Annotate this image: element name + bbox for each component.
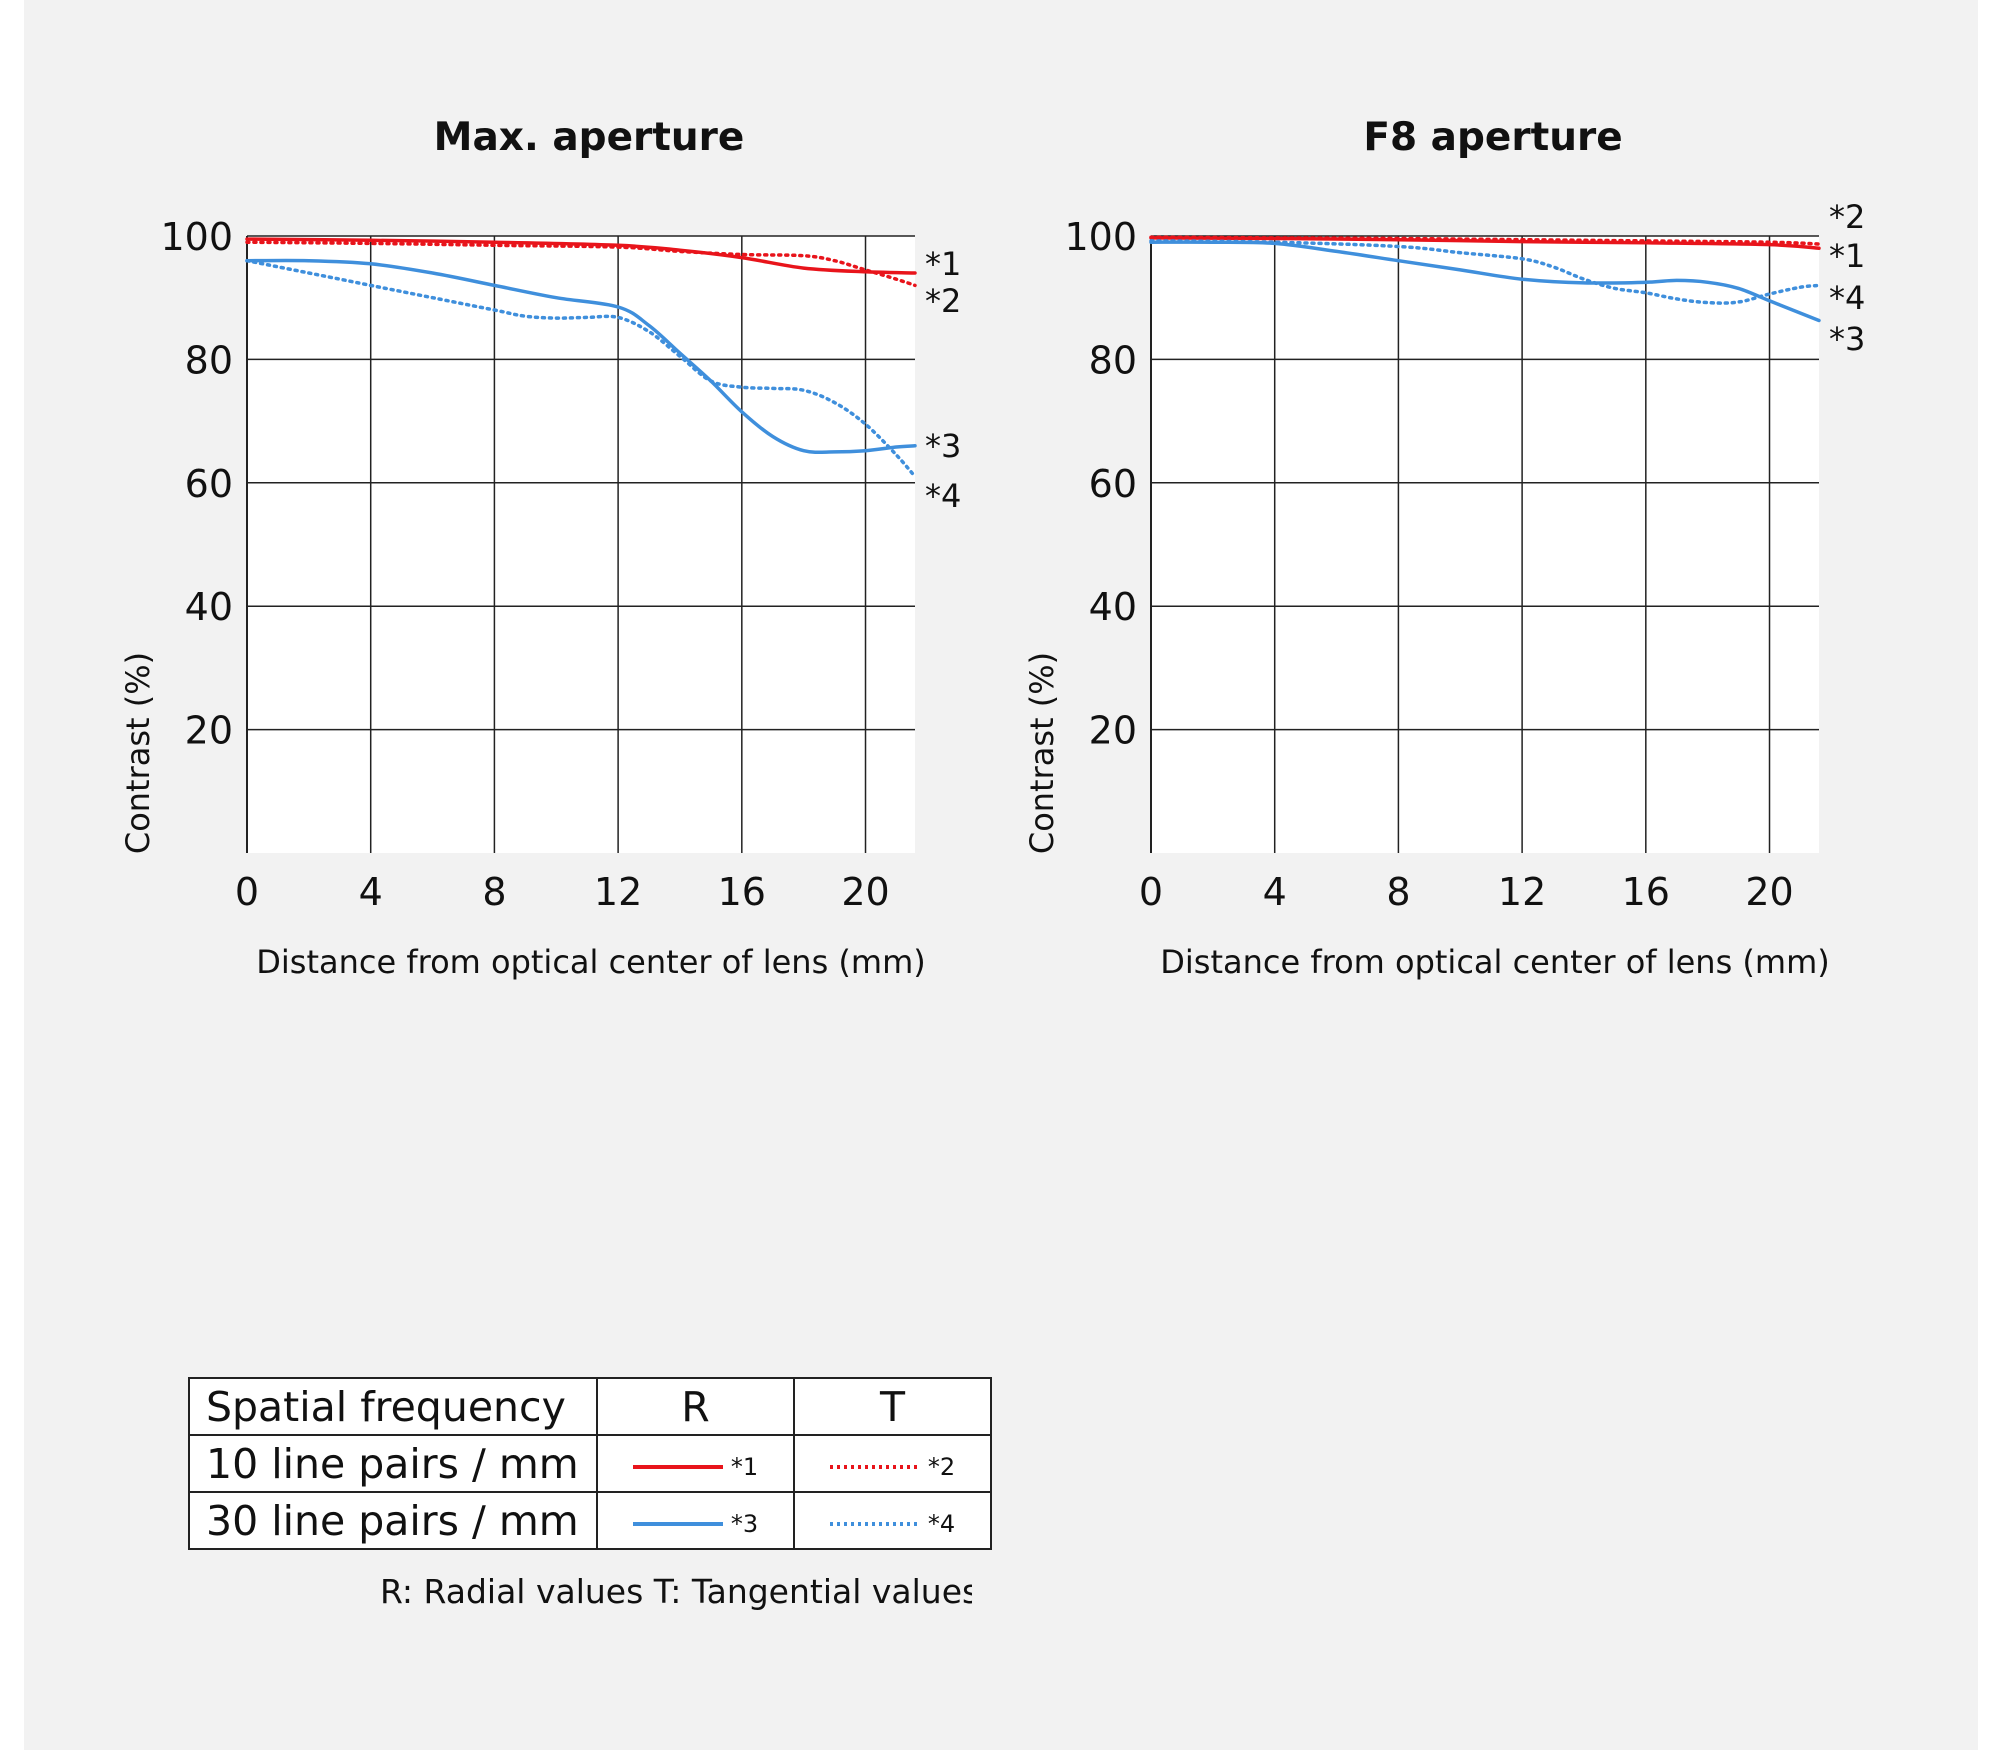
x-tick-label: 16 — [1622, 870, 1670, 914]
series-end-label: *1 — [1829, 237, 1865, 275]
legend-swatch-cell: *1 — [596, 1434, 795, 1493]
legend-swatch-ref: *4 — [927, 1509, 956, 1538]
chart-title: Max. aperture — [434, 115, 745, 160]
legend-table: Spatial frequency R T 10 line pairs / mm… — [188, 1377, 992, 1550]
y-tick-label: 60 — [1089, 462, 1137, 506]
y-tick-label: 80 — [185, 338, 233, 382]
y-tick-label: 80 — [1089, 338, 1137, 382]
legend-header-r: R — [596, 1377, 795, 1436]
y-axis-label: Contrast (%) — [1023, 652, 1061, 854]
x-tick-label: 4 — [1263, 870, 1287, 914]
x-tick-label: 0 — [1139, 870, 1163, 914]
legend-swatch-radial-30 — [632, 1521, 723, 1526]
series-end-label: *4 — [1829, 279, 1865, 317]
legend-row-label: 30 line pairs / mm — [188, 1491, 598, 1550]
y-tick-label: 40 — [1089, 585, 1137, 629]
y-tick-label: 20 — [185, 709, 233, 753]
y-tick-label: 20 — [1089, 709, 1137, 753]
x-tick-label: 12 — [594, 870, 642, 914]
legend-note: R: Radial values T: Tangential values — [380, 1572, 972, 1611]
series-line — [1149, 236, 1821, 251]
legend-swatch-ref: *2 — [927, 1452, 956, 1481]
y-tick-label: 60 — [185, 462, 233, 506]
y-tick-label: 100 — [160, 215, 233, 259]
x-tick-label: 0 — [235, 870, 259, 914]
x-tick-label: 8 — [1386, 870, 1410, 914]
legend-swatch-cell: *4 — [793, 1491, 992, 1550]
series-end-label: *3 — [925, 427, 961, 465]
legend-row: 10 line pairs / mm *1 *2 — [188, 1434, 992, 1493]
x-tick-label: 20 — [1745, 870, 1793, 914]
legend-swatch-cell: *3 — [596, 1491, 795, 1550]
series-line — [245, 258, 917, 479]
legend-swatch-radial-10 — [632, 1464, 723, 1469]
series-line — [1149, 239, 1821, 305]
x-tick-label: 4 — [359, 870, 383, 914]
legend-header-label: Spatial frequency — [188, 1377, 598, 1436]
series-end-label: *2 — [925, 282, 961, 320]
plot-area — [247, 236, 915, 853]
y-tick-label: 40 — [185, 585, 233, 629]
legend-swatch-tangential-30 — [829, 1521, 920, 1526]
y-tick-label: 100 — [1064, 215, 1137, 259]
legend-swatch-tangential-10 — [829, 1464, 920, 1469]
series-line — [245, 258, 917, 455]
series-end-label: *1 — [925, 245, 961, 283]
legend-swatch-ref: *1 — [730, 1452, 759, 1481]
x-tick-label: 20 — [841, 870, 889, 914]
x-axis-label: Distance from optical center of lens (mm… — [1160, 943, 1829, 981]
x-tick-label: 16 — [718, 870, 766, 914]
x-tick-label: 8 — [482, 870, 506, 914]
legend-row-label: 10 line pairs / mm — [188, 1434, 598, 1493]
legend-row: 30 line pairs / mm *3 *4 — [188, 1491, 992, 1550]
x-axis-label: Distance from optical center of lens (mm… — [256, 943, 925, 981]
legend-header-row: Spatial frequency R T — [188, 1377, 992, 1436]
y-axis-label: Contrast (%) — [119, 652, 157, 854]
series-end-label: *3 — [1829, 320, 1865, 358]
legend-swatch-ref: *3 — [730, 1509, 759, 1538]
plot-area — [1151, 236, 1819, 853]
x-tick-label: 12 — [1498, 870, 1546, 914]
series-end-label: *2 — [1829, 198, 1865, 236]
legend-swatch-cell: *2 — [793, 1434, 992, 1493]
legend-header-t: T — [793, 1377, 992, 1436]
series-line — [245, 240, 917, 288]
chart-title: F8 aperture — [1363, 115, 1622, 160]
series-end-label: *4 — [925, 477, 961, 515]
